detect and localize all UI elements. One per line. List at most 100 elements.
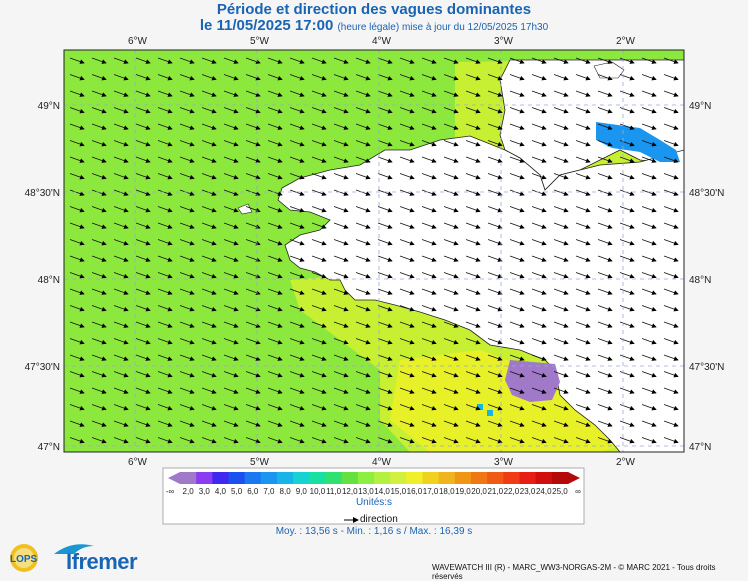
scale-max-arrow bbox=[568, 472, 580, 484]
direction-arrow bbox=[157, 140, 173, 147]
direction-arrow bbox=[597, 57, 613, 64]
direction-arrow bbox=[487, 255, 503, 262]
direction-arrow bbox=[333, 206, 349, 213]
direction-arrow bbox=[663, 255, 679, 262]
direction-arrow bbox=[641, 189, 657, 196]
direction-legend: direction bbox=[344, 514, 398, 525]
direction-arrow bbox=[355, 107, 371, 114]
direction-arrow bbox=[443, 90, 459, 97]
direction-arrow bbox=[465, 288, 481, 295]
direction-arrow bbox=[421, 107, 437, 114]
direction-arrow bbox=[355, 222, 371, 229]
direction-arrow bbox=[421, 288, 437, 295]
map-frame bbox=[63, 49, 685, 453]
yellow-zone-coast bbox=[390, 350, 640, 452]
direction-arrow bbox=[113, 239, 129, 246]
direction-arrow bbox=[157, 371, 173, 378]
direction-arrow bbox=[333, 189, 349, 196]
direction-arrow bbox=[399, 57, 415, 64]
direction-arrow bbox=[641, 140, 657, 147]
direction-arrow bbox=[575, 222, 591, 229]
direction-arrow bbox=[443, 74, 459, 81]
direction-arrow bbox=[289, 239, 305, 246]
direction-arrow bbox=[399, 90, 415, 97]
direction-arrow bbox=[223, 288, 239, 295]
scale-swatch bbox=[503, 472, 520, 484]
direction-arrow bbox=[179, 437, 195, 444]
direction-arrow bbox=[135, 239, 151, 246]
direction-arrow bbox=[267, 354, 283, 361]
direction-arrow bbox=[597, 107, 613, 114]
direction-arrow bbox=[399, 255, 415, 262]
direction-arrow bbox=[663, 437, 679, 444]
direction-arrow bbox=[91, 222, 107, 229]
direction-arrow bbox=[465, 321, 481, 328]
direction-arrow bbox=[443, 156, 459, 163]
direction-arrow bbox=[333, 288, 349, 295]
direction-arrow bbox=[69, 387, 85, 394]
direction-arrow bbox=[663, 57, 679, 64]
direction-arrow bbox=[377, 338, 393, 345]
direction-arrow bbox=[69, 272, 85, 279]
direction-arrow bbox=[597, 272, 613, 279]
direction-arrow bbox=[179, 255, 195, 262]
direction-arrow bbox=[619, 387, 635, 394]
direction-arrow bbox=[597, 156, 613, 163]
direction-arrow bbox=[509, 189, 525, 196]
direction-arrow bbox=[289, 90, 305, 97]
direction-arrow bbox=[201, 354, 217, 361]
direction-arrow bbox=[311, 189, 327, 196]
direction-arrow bbox=[69, 156, 85, 163]
direction-arrow bbox=[223, 123, 239, 130]
scale-tick-label: 13,0 bbox=[358, 487, 374, 496]
direction-arrow bbox=[641, 420, 657, 427]
direction-arrow bbox=[91, 140, 107, 147]
direction-arrow bbox=[465, 107, 481, 114]
scale-swatch bbox=[228, 472, 246, 484]
direction-arrow bbox=[311, 305, 327, 312]
direction-arrow bbox=[619, 173, 635, 180]
direction-arrow bbox=[663, 321, 679, 328]
direction-arrow bbox=[553, 371, 569, 378]
direction-arrow bbox=[91, 321, 107, 328]
direction-arrow bbox=[267, 371, 283, 378]
direction-arrow bbox=[531, 140, 547, 147]
direction-arrow bbox=[311, 338, 327, 345]
direction-arrow bbox=[509, 74, 525, 81]
direction-arrow bbox=[91, 354, 107, 361]
direction-arrow bbox=[377, 90, 393, 97]
direction-arrow bbox=[245, 321, 261, 328]
direction-arrow bbox=[91, 288, 107, 295]
direction-arrow bbox=[289, 57, 305, 64]
direction-arrow bbox=[69, 90, 85, 97]
direction-arrow bbox=[91, 206, 107, 213]
direction-arrow bbox=[399, 156, 415, 163]
direction-arrow bbox=[355, 57, 371, 64]
direction-arrow bbox=[157, 420, 173, 427]
direction-arrow bbox=[245, 354, 261, 361]
color-scale: -∞ 2,0 3,0 4,0 5,0 6,0 7,0 8,0 9,0 10,0 11,0 12,0 13… bbox=[166, 472, 581, 496]
direction-arrow bbox=[597, 206, 613, 213]
direction-arrow bbox=[641, 239, 657, 246]
direction-arrow bbox=[377, 57, 393, 64]
direction-arrow bbox=[575, 354, 591, 361]
direction-arrow bbox=[113, 156, 129, 163]
direction-arrow bbox=[113, 305, 129, 312]
direction-arrow bbox=[487, 338, 503, 345]
graticule bbox=[64, 50, 684, 452]
direction-arrow bbox=[619, 74, 635, 81]
direction-arrow bbox=[289, 74, 305, 81]
direction-arrow bbox=[619, 239, 635, 246]
direction-arrow bbox=[399, 222, 415, 229]
direction-arrow bbox=[333, 57, 349, 64]
direction-arrow bbox=[135, 74, 151, 81]
direction-arrow bbox=[421, 206, 437, 213]
scale-swatch bbox=[357, 472, 375, 484]
direction-arrow bbox=[663, 123, 679, 130]
direction-arrow bbox=[663, 404, 679, 411]
direction-arrow bbox=[179, 107, 195, 114]
direction-arrow bbox=[201, 57, 217, 64]
direction-arrow bbox=[443, 239, 459, 246]
direction-arrow bbox=[311, 222, 327, 229]
direction-arrow bbox=[157, 123, 173, 130]
